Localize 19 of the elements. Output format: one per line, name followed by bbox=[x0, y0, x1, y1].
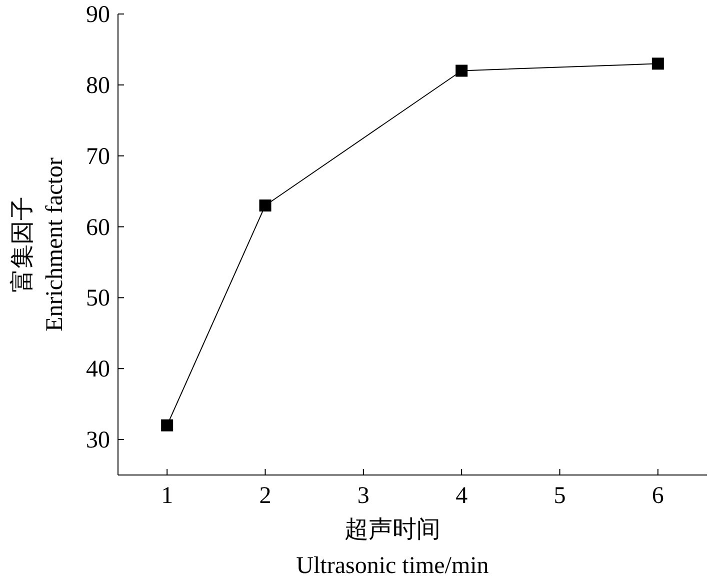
x-tick-label: 2 bbox=[259, 483, 272, 509]
x-tick-label: 4 bbox=[456, 483, 468, 509]
point bbox=[456, 64, 468, 77]
x-tick-label: 5 bbox=[554, 483, 566, 509]
y-tick-label: 50 bbox=[86, 286, 110, 312]
y-tick-label: 90 bbox=[86, 2, 110, 28]
y-tick-label: 80 bbox=[86, 72, 110, 99]
x-tick-label: 6 bbox=[652, 483, 664, 509]
point bbox=[652, 58, 664, 70]
x-axis-title: 超声时间 Ultrasonic time/min bbox=[296, 517, 489, 579]
y-tick-label: 40 bbox=[86, 356, 110, 383]
y-tick-label: 60 bbox=[86, 214, 110, 241]
point bbox=[161, 419, 174, 432]
y-tick-label: 30 bbox=[86, 428, 110, 454]
y-axis-title: 富集因子 Enrichment factor bbox=[9, 158, 68, 332]
x-tick-label: 3 bbox=[357, 483, 370, 509]
x-tick-label: 1 bbox=[161, 483, 174, 509]
point bbox=[259, 199, 272, 212]
y-tick-label: 70 bbox=[86, 144, 110, 170]
